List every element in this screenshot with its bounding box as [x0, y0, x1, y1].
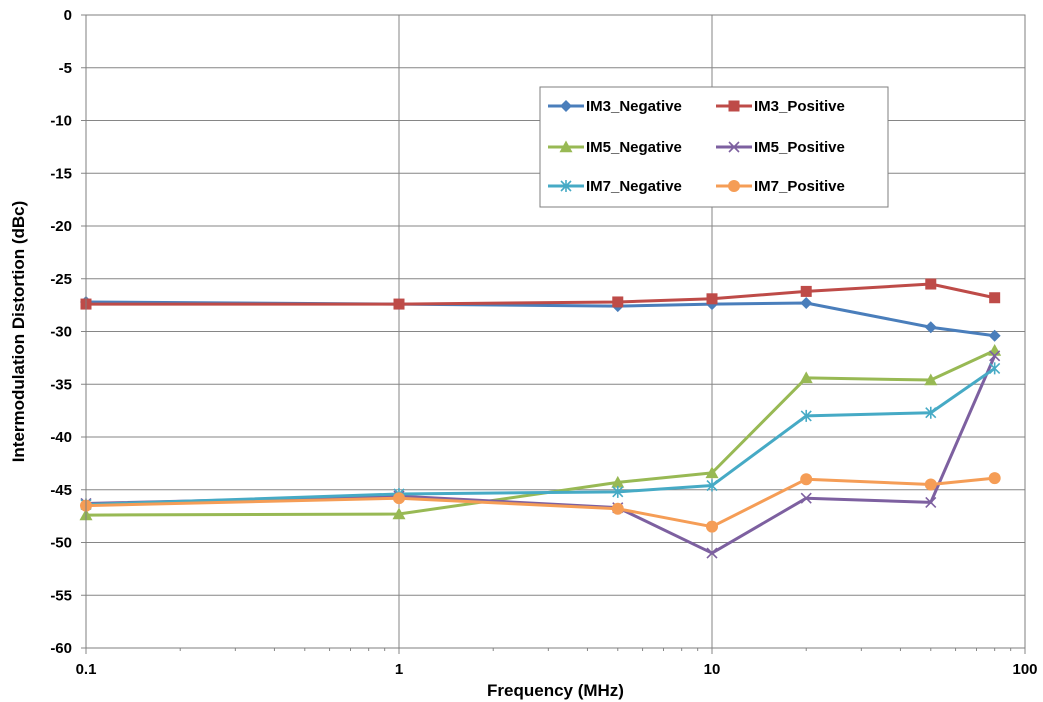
data-point-im7-positive	[925, 478, 937, 490]
x-tick-label: 100	[1012, 661, 1037, 678]
data-point-im5-negative	[988, 344, 1001, 356]
series-line-im5-negative	[86, 350, 995, 515]
y-tick-label: -15	[50, 165, 72, 182]
y-tick-label: -40	[50, 429, 72, 446]
series-line-im3-negative	[86, 302, 995, 336]
legend-label: IM3_Positive	[754, 98, 845, 115]
data-point-im7-positive	[393, 492, 405, 504]
legend: IM3_Negative IM3_Positive IM5_Negative IM5_…	[540, 87, 888, 207]
y-axis-title: Intermodulation Distortion (dBc)	[9, 201, 28, 463]
data-point-im3-positive	[925, 279, 936, 290]
legend-label: IM5_Negative	[586, 139, 682, 156]
x-tick-label: 10	[704, 661, 721, 678]
x-axis-title: Frequency (MHz)	[487, 681, 624, 700]
x-tick-label: 0.1	[76, 661, 97, 678]
legend-marker-im7-positive	[728, 180, 740, 192]
data-point-im3-positive	[394, 299, 405, 310]
series-line-im5-positive	[86, 356, 995, 553]
y-tick-label: -5	[59, 60, 72, 77]
legend-marker-im3-positive	[729, 101, 740, 112]
data-point-im7-positive	[989, 472, 1001, 484]
data-point-im7-positive	[612, 503, 624, 515]
y-tick-label: -25	[50, 271, 72, 288]
legend-label: IM3_Negative	[586, 98, 682, 115]
y-tick-label: -35	[50, 376, 72, 393]
data-point-im3-positive	[801, 286, 812, 297]
y-tick-label: -50	[50, 535, 72, 552]
series-line-im7-negative	[86, 368, 995, 504]
legend-label: IM7_Positive	[754, 178, 845, 195]
data-point-im7-negative	[990, 362, 1000, 374]
y-tick-label: 0	[64, 7, 72, 24]
data-point-im7-positive	[706, 521, 718, 533]
data-point-im7-positive	[800, 473, 812, 485]
data-point-im3-positive	[612, 296, 623, 307]
y-tick-label: -55	[50, 587, 72, 604]
x-axis-ticks: 0.1 1 10 100	[76, 648, 1038, 678]
data-point-im3-negative	[800, 297, 812, 309]
x-tick-label: 1	[395, 661, 403, 678]
y-tick-label: -60	[50, 640, 72, 657]
series-line-im3-positive	[86, 284, 995, 304]
data-point-im3-positive	[989, 292, 1000, 303]
y-axis-ticks: 0 -5 -10 -15 -20 -25 -30 -35 -40 -45 -50 -55 -60	[50, 7, 86, 657]
data-point-im3-positive	[707, 293, 718, 304]
legend-label: IM7_Negative	[586, 178, 682, 195]
y-tick-label: -20	[50, 218, 72, 235]
legend-label: IM5_Positive	[754, 139, 845, 156]
y-tick-label: -10	[50, 113, 72, 130]
series-im5-positive	[81, 351, 1000, 558]
series-layer	[80, 279, 1002, 559]
y-tick-label: -30	[50, 324, 72, 341]
y-tick-label: -45	[50, 482, 72, 499]
